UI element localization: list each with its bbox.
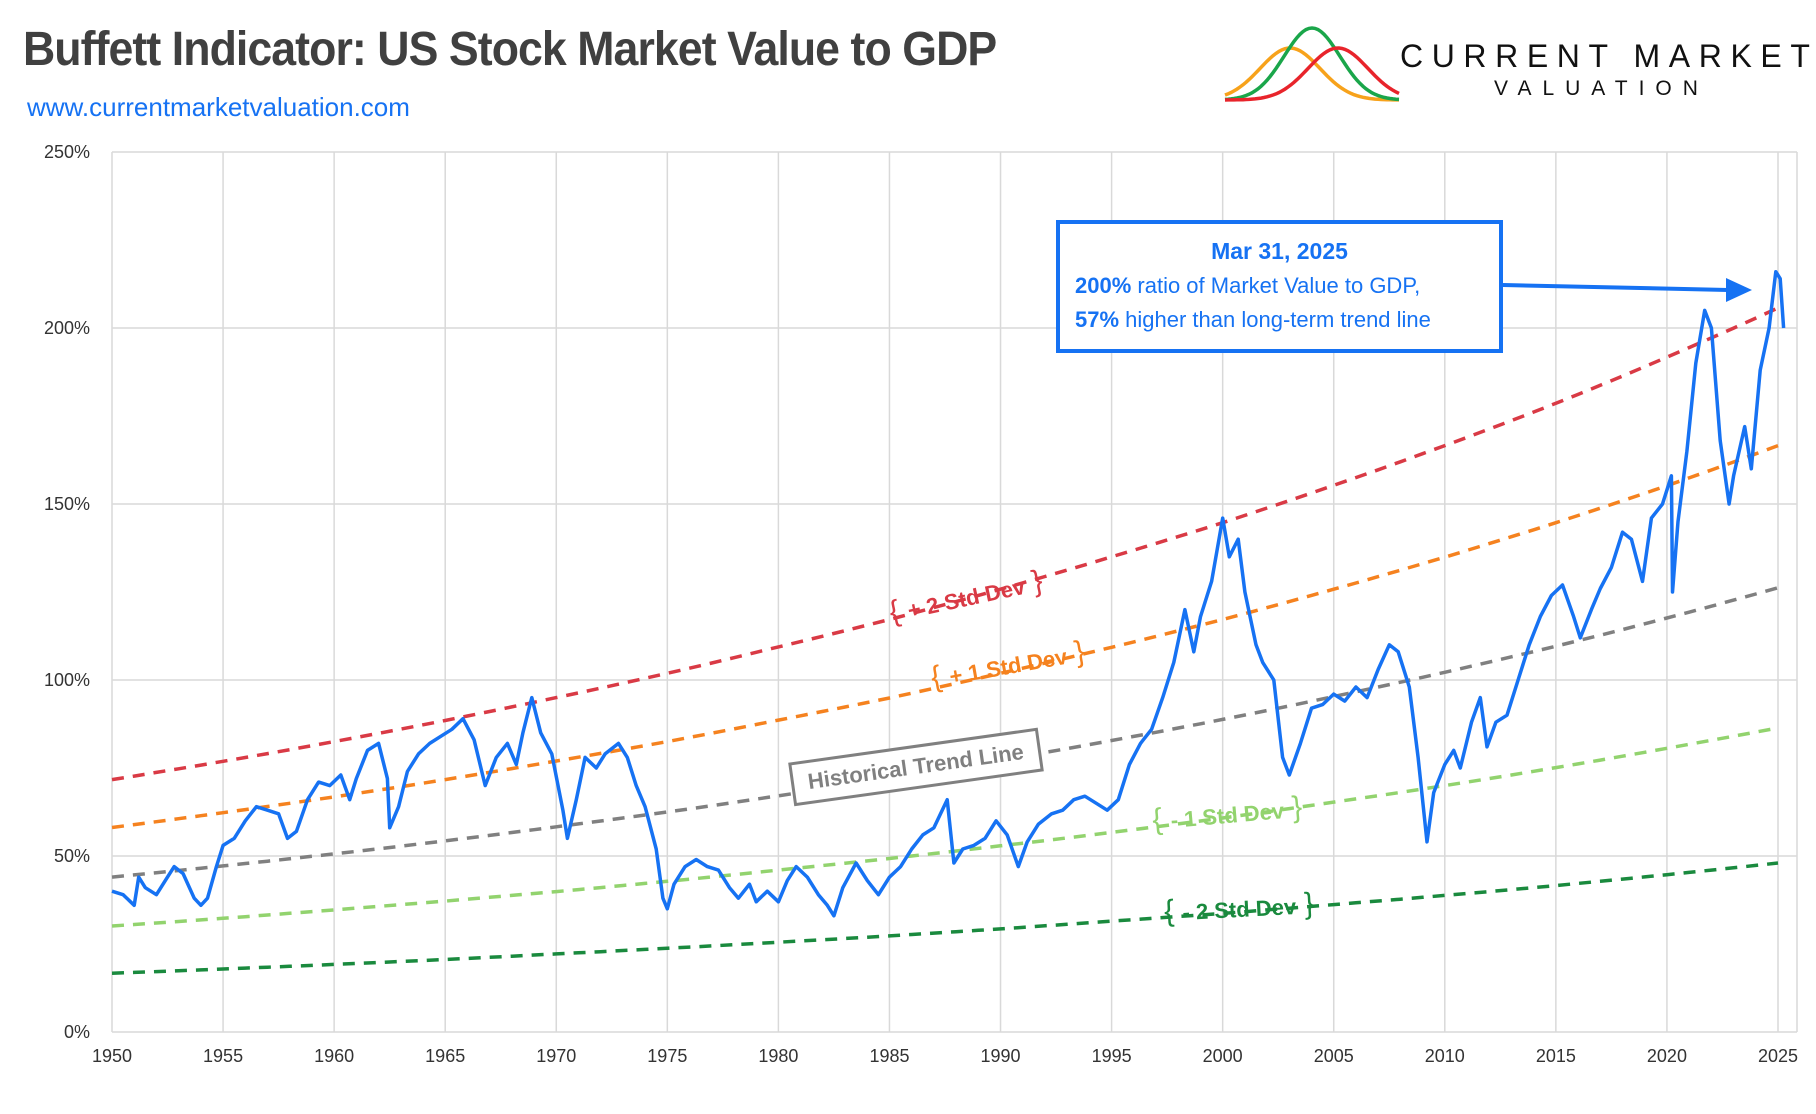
band-line-4 xyxy=(111,861,1779,975)
y-tick-label: 200% xyxy=(44,318,90,338)
y-tick-label: 50% xyxy=(54,846,90,866)
x-tick-label: 2015 xyxy=(1536,1046,1576,1066)
x-tick-label: 1985 xyxy=(869,1046,909,1066)
x-tick-label: 2020 xyxy=(1647,1046,1687,1066)
x-tick-label: 1950 xyxy=(92,1046,132,1066)
x-tick-label: 1965 xyxy=(425,1046,465,1066)
callout-line-2: 57% higher than long-term trend line xyxy=(1075,307,1499,333)
x-tick-label: 1955 xyxy=(203,1046,243,1066)
logo-curve xyxy=(1224,26,1400,102)
latest-value-callout: Mar 31, 2025 200% ratio of Market Value … xyxy=(1056,220,1503,353)
callout-arrow-line xyxy=(1502,283,1729,292)
y-tick-label: 250% xyxy=(44,142,90,162)
x-tick-label: 1980 xyxy=(758,1046,798,1066)
chart-title: Buffett Indicator: US Stock Market Value… xyxy=(23,23,997,76)
x-tick-label: 1960 xyxy=(314,1046,354,1066)
website-link[interactable]: www.currentmarketvaluation.com xyxy=(27,92,410,122)
logo-bell-curves-icon xyxy=(1224,26,1400,102)
logo-text-line2: VALUATION xyxy=(1494,77,1709,100)
x-tick-label: 1975 xyxy=(647,1046,687,1066)
band-line-2 xyxy=(111,586,1779,879)
x-tick-label: 1970 xyxy=(536,1046,576,1066)
y-tick-label: 150% xyxy=(44,494,90,514)
logo-curve xyxy=(1224,46,1400,102)
callout-line-1: 200% ratio of Market Value to GDP, xyxy=(1075,273,1499,299)
x-tick-label: 1995 xyxy=(1092,1046,1132,1066)
buffett-indicator-line xyxy=(111,269,1786,918)
logo-text-line1: CURRENT MARKET xyxy=(1400,38,1816,74)
x-tick-label: 1990 xyxy=(981,1046,1021,1066)
band-line-3 xyxy=(111,726,1779,928)
logo-curve xyxy=(1224,46,1399,102)
x-tick-label: 2005 xyxy=(1314,1046,1354,1066)
callout-premium: 57% xyxy=(1075,307,1120,332)
y-tick-label: 0% xyxy=(64,1022,90,1042)
callout-ratio-text: ratio of Market Value to GDP, xyxy=(1131,273,1421,298)
callout-ratio: 200% xyxy=(1075,273,1132,298)
callout-date: Mar 31, 2025 xyxy=(1211,238,1348,264)
x-tick-label: 2000 xyxy=(1203,1046,1243,1066)
y-tick-label: 100% xyxy=(44,670,90,690)
callout-premium-text: higher than long-term trend line xyxy=(1119,307,1431,332)
band-line-0 xyxy=(111,306,1779,782)
x-tick-label: 2010 xyxy=(1425,1046,1465,1066)
x-tick-label: 2025 xyxy=(1758,1046,1798,1066)
callout-arrowhead-icon xyxy=(1726,278,1752,302)
